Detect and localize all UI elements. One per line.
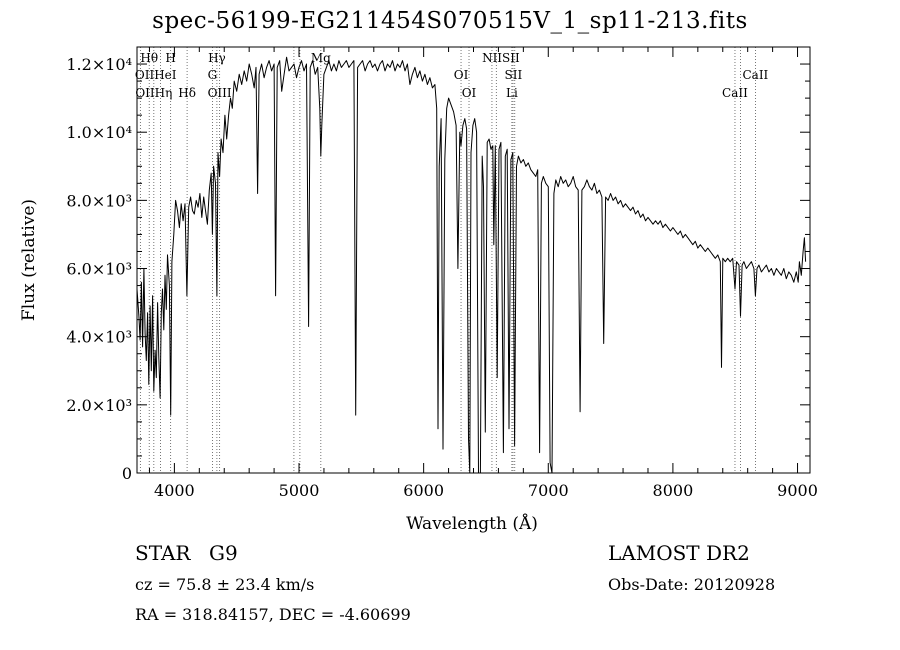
line-label: OI bbox=[462, 86, 477, 100]
y-tick-label: 2.0×10³ bbox=[66, 396, 132, 415]
line-label: G bbox=[208, 68, 218, 82]
plot-frame bbox=[136, 46, 811, 474]
x-tick-label: 5000 bbox=[279, 481, 320, 500]
x-axis: 4000 5000 6000 7000 8000 9000 bbox=[148, 47, 818, 500]
chart-title: spec-56199-EG211454S070515V_1_sp11-213.f… bbox=[152, 8, 748, 34]
line-label: OIIHeI bbox=[135, 68, 177, 82]
line-label: OI bbox=[454, 68, 469, 82]
line-marker-layer bbox=[139, 47, 756, 473]
y-tick-label: 6.0×10³ bbox=[66, 260, 132, 279]
line-label: SII bbox=[505, 68, 523, 82]
survey-name: LAMOST DR2 bbox=[608, 541, 750, 565]
subclass: G9 bbox=[209, 541, 238, 565]
y-tick-label: 1.0×10⁴ bbox=[66, 123, 132, 142]
x-tick-label: 4000 bbox=[154, 481, 195, 500]
line-label: NIISII bbox=[482, 51, 520, 65]
line-label: Mg bbox=[311, 51, 331, 65]
redshift-info: cz = 75.8 ± 23.4 km/s bbox=[135, 575, 315, 594]
line-label: Hγ bbox=[208, 51, 226, 65]
y-tick-label: 4.0×10³ bbox=[66, 328, 132, 347]
series-layer bbox=[136, 56, 807, 474]
line-label: Hδ bbox=[178, 86, 196, 100]
line-label: H bbox=[165, 51, 175, 65]
observation-date: Obs-Date: 20120928 bbox=[608, 575, 776, 594]
spectrum-line bbox=[136, 56, 807, 474]
y-tick-label: 1.2×10⁴ bbox=[66, 55, 132, 74]
y-tick-label: 0 bbox=[122, 464, 132, 483]
line-label: CaII bbox=[722, 86, 748, 100]
x-tick-label: 6000 bbox=[403, 481, 444, 500]
line-label: OIIHη bbox=[135, 86, 172, 100]
object-type: STAR bbox=[135, 541, 191, 565]
y-axis-label: Flux (relative) bbox=[19, 199, 39, 321]
line-label: OIII bbox=[208, 86, 232, 100]
coordinates-info: RA = 318.84157, DEC = -4.60699 bbox=[135, 605, 411, 624]
y-tick-label: 8.0×10³ bbox=[66, 191, 132, 210]
y-axis: 0 2.0×10³ 4.0×10³ 6.0×10³ 8.0×10³ 1.0×10⁴ 1.2×… bbox=[66, 46, 810, 483]
line-label: Hθ bbox=[140, 51, 158, 65]
x-tick-label: 9000 bbox=[777, 481, 818, 500]
x-axis-label: Wavelength (Å) bbox=[406, 513, 538, 534]
x-tick-label: 7000 bbox=[528, 481, 569, 500]
x-tick-label: 8000 bbox=[653, 481, 694, 500]
line-label-layer: Hθ H Hγ Mg NIISII OIIHeI G OI SII CaII OIIHη Hδ OIII… bbox=[135, 51, 769, 100]
line-label: CaII bbox=[742, 68, 768, 82]
line-label: Li bbox=[506, 86, 518, 100]
